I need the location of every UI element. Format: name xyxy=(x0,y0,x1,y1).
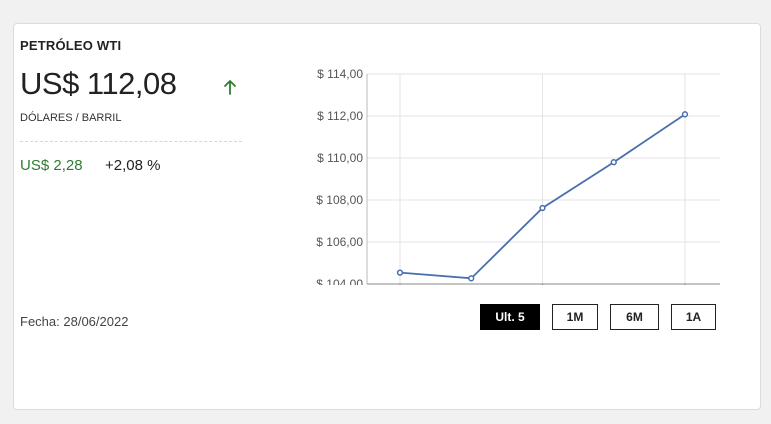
data-point xyxy=(468,275,475,282)
y-tick-label: $ 112,00 xyxy=(317,109,363,123)
y-tick-label: $ 114,00 xyxy=(317,67,363,81)
date-value: 28/06/2022 xyxy=(63,314,129,329)
y-tick-label: $ 108,00 xyxy=(316,193,363,207)
price-row: US$ 112,08 xyxy=(20,66,244,106)
instrument-name: PETRÓLEO WTI xyxy=(20,38,122,53)
arrow-up-icon xyxy=(224,80,236,95)
range-button-1a[interactable]: 1A xyxy=(671,304,716,330)
data-point xyxy=(681,111,689,118)
y-tick-label: $ 110,00 xyxy=(317,151,363,165)
range-button-ult5[interactable]: Ult. 5 xyxy=(480,304,540,330)
date-label: Fecha: xyxy=(20,314,60,329)
commodity-card xyxy=(13,23,761,410)
price-value: US$ 112,08 xyxy=(20,66,177,101)
date-info: Fecha: 28/06/2022 xyxy=(20,314,128,329)
y-tick-label: $ 104,00 xyxy=(316,277,363,285)
range-selector: Ult. 5 1M 6M 1A xyxy=(480,304,716,330)
y-tick-label: $ 106,00 xyxy=(316,235,363,249)
range-button-6m[interactable]: 6M xyxy=(610,304,659,330)
divider xyxy=(20,141,242,142)
data-point xyxy=(539,204,546,212)
change-percent: +2,08 % xyxy=(105,157,161,174)
change-absolute: US$ 2,28 xyxy=(20,157,83,174)
data-point xyxy=(610,159,617,166)
price-chart: $ 104,00 $ 106,00 $ 108,00 $ 110,00 $ 112,00… xyxy=(316,67,720,285)
range-button-1m[interactable]: 1M xyxy=(552,304,598,330)
price-unit: DÓLARES / BARRIL xyxy=(20,112,122,124)
data-point xyxy=(396,269,404,276)
